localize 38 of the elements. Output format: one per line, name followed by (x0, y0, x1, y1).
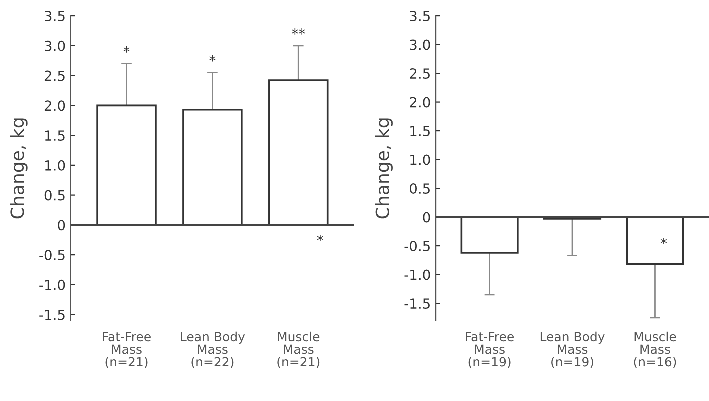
y-tick-label: 0 (58, 220, 66, 231)
annotation: ** (292, 28, 306, 35)
y-tick-label: 1.5 (45, 130, 65, 142)
y-tick-label: -1.0 (404, 270, 430, 280)
x-tick-label: Lean Body Mass (n=22) (181, 332, 246, 368)
annotation: * (317, 235, 324, 242)
x-tick-label: Lean Body Mass (n=19) (540, 332, 605, 368)
y-tick-label: -0.5 (40, 250, 65, 261)
x-tick-label: Fat-Free Mass (n=19) (466, 332, 514, 368)
x-tick-label: Muscle Mass (n=16) (634, 332, 676, 368)
bar (268, 80, 329, 226)
y-tick-label: 0.5 (410, 184, 430, 194)
y-tick-label: -1.0 (40, 280, 66, 290)
y-tick-label: -1.5 (40, 310, 65, 320)
x-tick-label: Fat-Free Mass (n=21) (103, 332, 151, 368)
annotation: * (210, 55, 216, 62)
y-tick-label: 2.5 (410, 68, 430, 80)
y-tick-label: -0.5 (404, 241, 430, 252)
x-tick-label: Muscle Mass (n=21) (278, 332, 320, 368)
y-tick-label: 3.0 (45, 40, 66, 52)
y-tick-label: 1.0 (410, 154, 430, 166)
annotation: * (124, 46, 130, 53)
y-tick-label: 2.0 (410, 97, 430, 108)
y-tick-label: 1.5 (410, 126, 430, 137)
y-axis-title: Change, kg (10, 118, 28, 219)
y-tick-label: 1.0 (45, 160, 66, 171)
y-tick-label: 3.0 (410, 40, 430, 50)
annotation: * (660, 238, 668, 244)
y-axis-title: Change, kg (375, 118, 393, 219)
y-tick-label: 0 (423, 212, 430, 223)
y-tick-label: 0.5 (44, 190, 65, 201)
y-tick-label: 2.5 (44, 70, 65, 82)
y-tick-label: 2.0 (44, 100, 66, 112)
y-tick-label: -1.5 (404, 298, 430, 310)
bar (182, 108, 243, 226)
bar (96, 104, 157, 226)
y-tick-label: 3.5 (45, 11, 65, 22)
y-tick-label: 3.5 (410, 11, 430, 22)
